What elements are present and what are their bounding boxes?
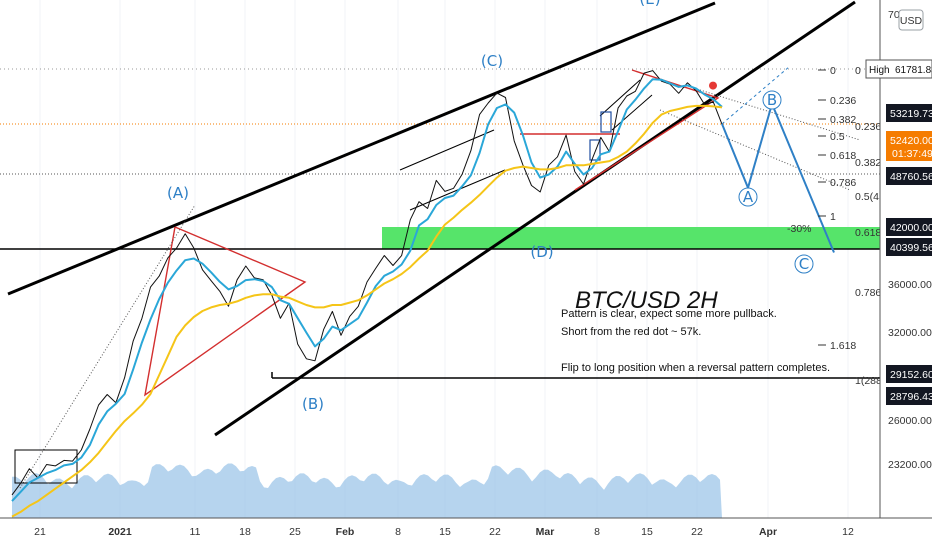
time-tick: 8 bbox=[395, 526, 401, 538]
fib-right-label: 0 bbox=[855, 65, 861, 77]
box-blue-2 bbox=[589, 139, 601, 161]
box-blue-1 bbox=[600, 111, 612, 133]
currency-button[interactable] bbox=[898, 9, 924, 31]
fib-left-label: 0.786 bbox=[830, 177, 856, 189]
price-marker-box bbox=[886, 167, 932, 185]
price-tick: 32000.00 bbox=[888, 327, 932, 339]
support-zone bbox=[382, 227, 880, 249]
fib-left-label: 0.5 bbox=[830, 131, 845, 143]
time-tick: Apr bbox=[759, 526, 777, 538]
price-marker-value: 52420.00 bbox=[890, 135, 932, 147]
time-tick: 12 bbox=[842, 526, 854, 538]
price-marker-value: 40399.56 bbox=[890, 242, 932, 254]
price-marker-value: 53219.73 bbox=[890, 108, 932, 120]
annotation-line: Pattern is clear, expect some more pullb… bbox=[561, 308, 777, 320]
series-line-0 bbox=[11, 70, 723, 496]
price-tick: 36000.00 bbox=[888, 279, 932, 291]
price-tick: 23200.00 bbox=[888, 459, 932, 471]
price-marker-sub: 01:37:49 bbox=[892, 148, 932, 160]
lower-channel-line bbox=[214, 0, 856, 437]
wave-label: C bbox=[799, 255, 809, 273]
time-tick: 15 bbox=[641, 526, 653, 538]
green-zone-rect bbox=[382, 227, 880, 249]
wave-label: (D) bbox=[530, 243, 553, 261]
price-marker-value: 42000.00 bbox=[890, 222, 932, 234]
fib-left-label: 0.382 bbox=[830, 114, 856, 126]
price-marker-box bbox=[886, 365, 932, 383]
annotation-line: Flip to long position when a reversal pa… bbox=[561, 362, 830, 374]
price-marker-value: 28796.43 bbox=[890, 391, 932, 403]
time-tick: 8 bbox=[594, 526, 600, 538]
time-tick: Mar bbox=[536, 526, 555, 538]
wave-circle bbox=[762, 90, 782, 110]
price-marker-value: 48760.56 bbox=[890, 171, 932, 183]
projection-line bbox=[721, 100, 835, 253]
price-marker-box bbox=[886, 238, 932, 256]
dotted-channel-2 bbox=[699, 89, 861, 141]
wave-label: (C) bbox=[481, 52, 503, 70]
projection-alt-line bbox=[721, 67, 789, 125]
flag-line-1 bbox=[399, 129, 495, 171]
wave-labels: (A) (B) (C) (D) (E) A B C -30% bbox=[167, 0, 814, 413]
box-left bbox=[14, 449, 78, 484]
marker-high-box bbox=[865, 59, 932, 79]
wave-label: B bbox=[767, 91, 777, 109]
red-triangle-left bbox=[144, 226, 307, 397]
time-tick: 22 bbox=[691, 526, 703, 538]
price-marker-value: 29152.60 bbox=[890, 369, 932, 381]
price-marker-box bbox=[886, 131, 932, 161]
trendlines[interactable] bbox=[7, 0, 861, 489]
price-series bbox=[11, 70, 723, 518]
fib-left-label: 0.236 bbox=[830, 95, 856, 107]
time-tick: 18 bbox=[239, 526, 251, 538]
flag-line-4 bbox=[611, 94, 653, 131]
price-marker-box bbox=[886, 218, 932, 236]
dotted-channel-1 bbox=[659, 109, 851, 191]
wave-label: (E) bbox=[639, 0, 660, 8]
currency-label: USD bbox=[900, 15, 923, 27]
price-marker-box bbox=[886, 387, 932, 405]
fib-left-label: 1.618 bbox=[830, 340, 856, 352]
fib-left-label: 1 bbox=[830, 211, 836, 223]
time-tick: 11 bbox=[190, 526, 201, 538]
flag-line-3 bbox=[599, 79, 641, 117]
price-marker-box bbox=[886, 104, 932, 122]
pct-label: -30% bbox=[787, 223, 812, 235]
red-dot bbox=[709, 81, 717, 90]
time-tick: 22 bbox=[489, 526, 501, 538]
horizontal-levels bbox=[0, 68, 880, 379]
fib-left-label: 0.618 bbox=[830, 150, 856, 162]
series-line-1 bbox=[11, 78, 723, 502]
wave-label: (B) bbox=[302, 395, 324, 413]
marker-high-label: High bbox=[869, 65, 890, 76]
time-tick: 25 bbox=[289, 526, 301, 538]
marker-high-value: 61781.83 bbox=[895, 65, 932, 76]
price-scale-ticks[interactable]: 70 36000.00 32000.00 26000.00 23200.00 bbox=[888, 9, 932, 471]
annotation-line: Short from the red dot ~ 57k. bbox=[561, 326, 701, 338]
upper-channel-line bbox=[7, 1, 716, 296]
chart-title: BTC/USD 2H bbox=[575, 287, 718, 314]
wave-circle bbox=[738, 187, 758, 207]
projection-path bbox=[721, 67, 835, 253]
time-tick: 15 bbox=[439, 526, 451, 538]
wave-label: A bbox=[743, 188, 754, 206]
volume-area bbox=[12, 463, 722, 518]
volume-shape bbox=[12, 463, 722, 518]
time-tick: 2021 bbox=[108, 526, 132, 538]
time-tick: Feb bbox=[336, 526, 355, 538]
price-tick: 70 bbox=[888, 9, 900, 21]
price-scale-bg bbox=[880, 0, 932, 518]
fib-left-label: 0 bbox=[830, 65, 836, 77]
time-tick: 21 bbox=[34, 526, 46, 538]
time-scale-ticks[interactable]: 21 2021 11 18 25 Feb 8 15 22 Mar 8 15 22 Apr 12 bbox=[34, 526, 854, 538]
series-line-2 bbox=[11, 104, 723, 518]
wave-label: (A) bbox=[167, 184, 189, 202]
price-tick: 26000.00 bbox=[888, 415, 932, 427]
wave-circle bbox=[794, 254, 814, 274]
